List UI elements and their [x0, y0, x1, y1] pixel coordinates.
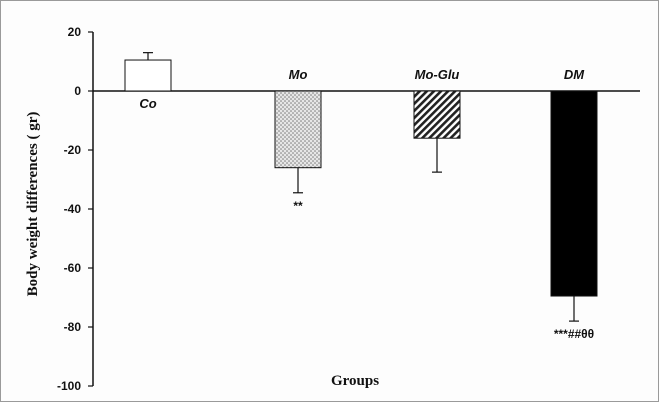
- y-tick-label: -60: [64, 261, 82, 275]
- bar-mo: [274, 90, 322, 169]
- bar-co: [124, 59, 172, 92]
- y-axis-title: Body weight differences ( gr): [25, 112, 41, 297]
- y-tick-label: -20: [64, 143, 82, 157]
- y-tick-label: -40: [64, 202, 82, 216]
- bar-mo-glu: [413, 90, 461, 139]
- y-tick-label: -100: [57, 379, 81, 393]
- axes-group: 20 0 -20 -40 -60 -80 -100 Groups Body weight dif…: [25, 25, 640, 393]
- marks-group: Co Mo ** Mo-Glu DM ***##θθ: [124, 52, 598, 341]
- y-tick-label: 20: [68, 25, 82, 39]
- category-label: Co: [139, 96, 156, 111]
- category-label: Mo-Glu: [415, 67, 460, 82]
- category-label: DM: [564, 67, 585, 82]
- bar-dm: [550, 90, 598, 297]
- significance-label: **: [293, 199, 303, 213]
- category-label: Mo: [289, 67, 308, 82]
- significance-label: ***##θθ: [554, 327, 594, 341]
- y-tick-label: 0: [74, 84, 81, 98]
- y-tick-label: -80: [64, 320, 82, 334]
- x-axis-title: Groups: [331, 373, 379, 389]
